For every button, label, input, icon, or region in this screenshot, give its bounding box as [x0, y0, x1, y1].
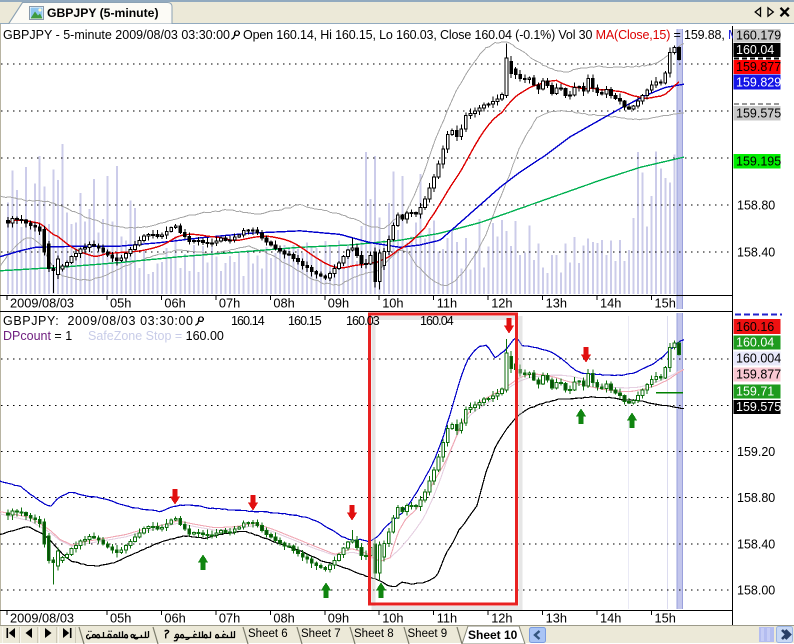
svg-text:07h: 07h	[219, 611, 240, 626]
svg-text:DPcount = 1: DPcount = 1	[3, 329, 72, 343]
svg-text:07h: 07h	[219, 296, 240, 311]
svg-text:05h: 05h	[110, 296, 131, 311]
svg-text:160.04: 160.04	[420, 314, 454, 328]
svg-text:05h: 05h	[110, 611, 131, 626]
svg-text:158.80: 158.80	[737, 491, 775, 505]
svg-text:159.575: 159.575	[736, 400, 781, 414]
svg-text:158.40: 158.40	[737, 246, 775, 260]
svg-text:SafeZone Stop = 160.00: SafeZone Stop = 160.00	[88, 329, 224, 343]
svg-text:12h: 12h	[491, 296, 512, 311]
svg-text:15h: 15h	[655, 611, 676, 626]
svg-text:159.195: 159.195	[736, 155, 781, 169]
svg-text:11h: 11h	[437, 611, 457, 626]
svg-text:160.179: 160.179	[736, 29, 781, 43]
svg-text:08h: 08h	[273, 296, 294, 311]
svg-text:14h: 14h	[600, 611, 621, 626]
svg-text:158.40: 158.40	[737, 538, 775, 552]
svg-text:09h: 09h	[328, 296, 349, 311]
svg-text:14h: 14h	[600, 296, 621, 311]
svg-text:Open 160.14, Hi 160.15, Lo 160: Open 160.14, Hi 160.15, Lo 160.03, Close…	[243, 28, 759, 42]
svg-text:159.877: 159.877	[736, 60, 781, 74]
svg-text:160.03: 160.03	[346, 314, 380, 328]
svg-text:159.71: 159.71	[736, 385, 774, 399]
svg-text:159.877: 159.877	[736, 368, 781, 382]
svg-text:160.15: 160.15	[288, 314, 322, 328]
svg-text:09h: 09h	[328, 611, 349, 626]
svg-text:2009/08/03: 2009/08/03	[10, 611, 74, 626]
svg-text:160.16: 160.16	[736, 320, 774, 334]
svg-text:158.00: 158.00	[737, 584, 775, 598]
svg-text:10h: 10h	[382, 611, 403, 626]
svg-text:11h: 11h	[437, 296, 457, 311]
svg-text:159.829: 159.829	[736, 76, 781, 90]
svg-text:12h: 12h	[491, 611, 512, 626]
svg-text:160.004: 160.004	[736, 352, 781, 366]
svg-text:158.80: 158.80	[737, 199, 775, 213]
svg-text:160.04: 160.04	[736, 336, 774, 350]
svg-text:10h: 10h	[382, 296, 403, 311]
svg-text:06h: 06h	[164, 611, 185, 626]
svg-text:160.04: 160.04	[736, 43, 774, 57]
svg-text:2009/08/03: 2009/08/03	[10, 296, 74, 311]
svg-text:15h: 15h	[655, 296, 676, 311]
svg-text:159.20: 159.20	[737, 445, 775, 459]
svg-text:08h: 08h	[273, 611, 294, 626]
svg-text:06h: 06h	[164, 296, 185, 311]
svg-text:160.14: 160.14	[231, 314, 265, 328]
svg-text:GBPJPY: 2009/08/03 03:30:00: GBPJPY: 2009/08/03 03:30:00	[3, 314, 194, 328]
svg-text:13h: 13h	[546, 296, 567, 311]
svg-text:13h: 13h	[546, 611, 567, 626]
svg-text:159.575: 159.575	[736, 107, 781, 121]
svg-text:GBPJPY - 5-minute 2009/08/03 0: GBPJPY - 5-minute 2009/08/03 03:30:00	[3, 28, 230, 42]
